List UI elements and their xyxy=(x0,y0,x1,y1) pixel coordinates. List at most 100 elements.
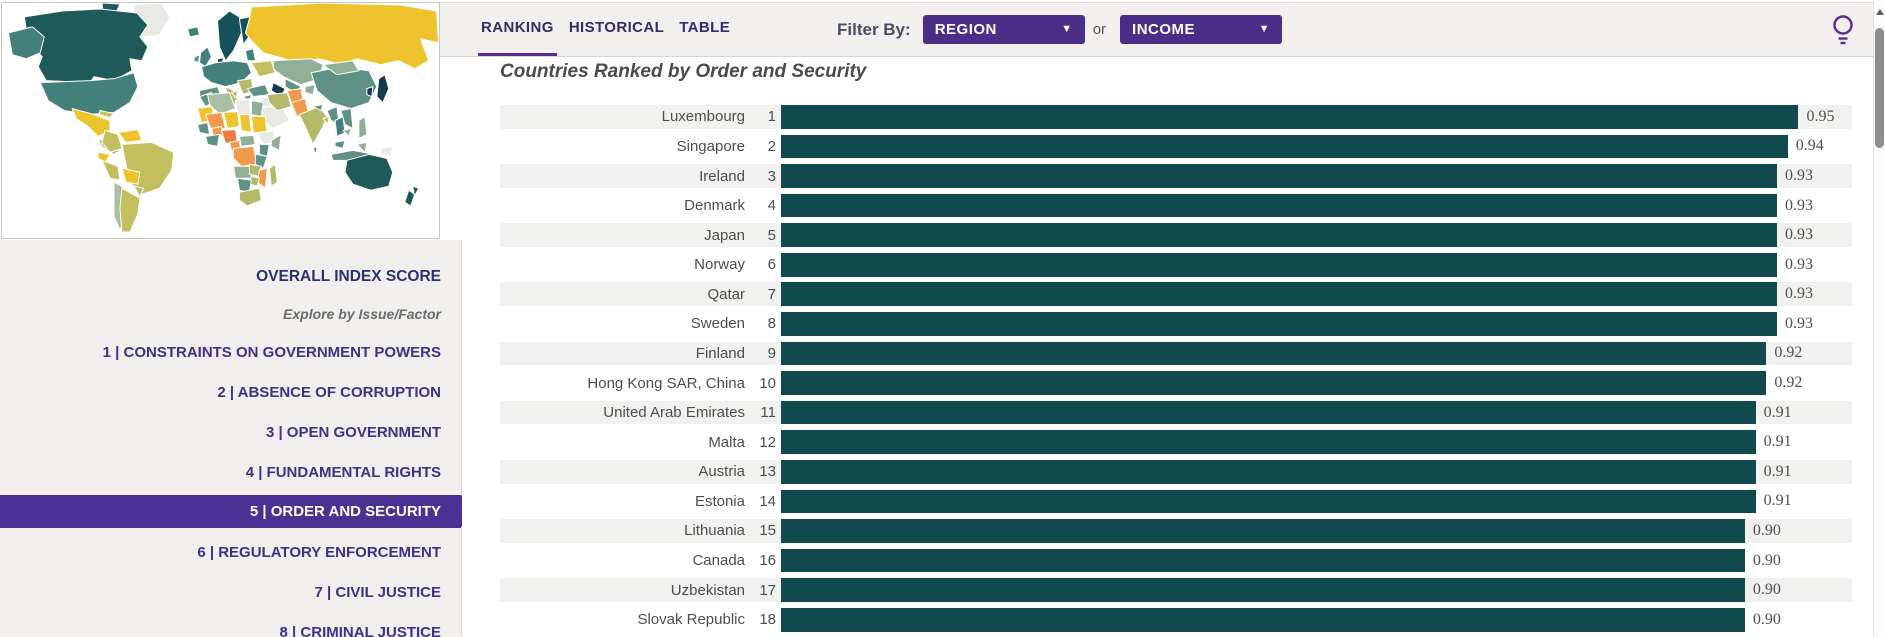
ranking-row[interactable]: Denmark 4 0.93 xyxy=(500,193,1852,218)
ranking-row[interactable]: Lithuania 15 0.90 xyxy=(500,519,1852,543)
country-label: Norway xyxy=(694,256,745,274)
region-dropdown[interactable]: REGION ▼ xyxy=(922,15,1085,44)
rank-number: 1 xyxy=(767,108,776,126)
country-label: Malta xyxy=(708,433,745,451)
rank-number: 5 xyxy=(767,226,776,244)
score-bar-track: 0.93 xyxy=(781,164,1852,188)
score-value: 0.93 xyxy=(1785,196,1814,214)
score-bar xyxy=(781,341,1767,366)
ranking-row[interactable]: United Arab Emirates 11 0.91 xyxy=(500,400,1852,425)
score-value: 0.91 xyxy=(1763,492,1792,510)
sidebar-item-factor-7[interactable]: 7 | CIVIL JUSTICE xyxy=(314,583,441,601)
score-bar xyxy=(781,371,1767,395)
country-label: Estonia xyxy=(694,492,745,510)
score-bar-track: 0.91 xyxy=(781,459,1852,484)
ranking-row[interactable]: Japan 5 0.93 xyxy=(500,223,1852,247)
view-tabs: RANKING HISTORICAL TABLE xyxy=(478,3,742,56)
country-label: Hong Kong SAR, China xyxy=(587,374,745,392)
ranking-row[interactable]: Estonia 14 0.91 xyxy=(500,489,1852,514)
score-value: 0.91 xyxy=(1763,462,1792,480)
ranking-row[interactable]: Finland 9 0.92 xyxy=(500,341,1852,366)
ranking-row[interactable]: Malta 12 0.91 xyxy=(500,430,1852,455)
sidebar-nav-list: OVERALL INDEX SCORE Explore by Issue/Fact… xyxy=(0,258,480,637)
ranking-row[interactable]: Norway 6 0.93 xyxy=(500,252,1852,277)
lightbulb-icon[interactable] xyxy=(1831,14,1855,46)
score-bar xyxy=(781,134,1788,159)
score-bar-track: 0.91 xyxy=(781,400,1852,425)
rank-number: 8 xyxy=(767,315,776,333)
score-bar xyxy=(781,430,1756,455)
world-choropleth-map[interactable] xyxy=(2,3,439,238)
rank-number: 16 xyxy=(759,552,776,570)
ranking-row[interactable]: Austria 13 0.91 xyxy=(500,459,1852,484)
score-value: 0.90 xyxy=(1752,610,1781,628)
country-label: Finland xyxy=(695,344,745,362)
income-dropdown-value: INCOME xyxy=(1132,21,1196,38)
sidebar-item-factor-8[interactable]: 8 | CRIMINAL JUSTICE xyxy=(279,623,441,637)
tab-historical[interactable]: HISTORICAL xyxy=(568,19,665,36)
sidebar-item-factor-1[interactable]: 1 | CONSTRAINTS ON GOVERNMENT POWERS xyxy=(102,343,441,361)
score-value: 0.91 xyxy=(1763,433,1792,451)
country-label: Denmark xyxy=(684,197,745,215)
score-bar xyxy=(781,282,1778,307)
income-dropdown[interactable]: INCOME ▼ xyxy=(1120,15,1283,44)
rank-number: 10 xyxy=(759,374,776,392)
score-bar-track: 0.94 xyxy=(781,134,1852,159)
score-value: 0.91 xyxy=(1763,403,1792,421)
country-label: Singapore xyxy=(676,137,745,155)
tab-ranking[interactable]: RANKING xyxy=(478,10,557,56)
rank-number: 3 xyxy=(767,167,776,185)
score-bar-track: 0.90 xyxy=(781,548,1852,573)
ranking-row[interactable]: Sweden 8 0.93 xyxy=(500,312,1852,336)
world-map-panel xyxy=(1,2,440,239)
tab-table[interactable]: TABLE xyxy=(679,19,731,36)
sidebar-item-factor-6[interactable]: 6 | REGULATORY ENFORCEMENT xyxy=(197,543,441,561)
ranking-row[interactable]: Luxembourg 1 0.95 xyxy=(500,105,1852,129)
header-bar: RANKING HISTORICAL TABLE Filter By: REGION… xyxy=(440,2,1873,57)
vertical-scrollbar[interactable] xyxy=(1873,0,1885,637)
score-bar-track: 0.93 xyxy=(781,193,1852,218)
sidebar-item-explore-by-issue-factor[interactable]: Explore by Issue/Factor xyxy=(283,306,441,322)
ranking-row[interactable]: Hong Kong SAR, China 10 0.92 xyxy=(500,371,1852,395)
rank-number: 9 xyxy=(767,344,776,362)
scroll-up-arrow-icon[interactable] xyxy=(1875,9,1884,15)
sidebar-item-factor-3[interactable]: 3 | OPEN GOVERNMENT xyxy=(265,423,441,441)
sidebar-item-factor-5[interactable]: 5 | ORDER AND SECURITY xyxy=(0,495,480,528)
country-label: Ireland xyxy=(699,167,745,185)
rank-number: 18 xyxy=(759,611,776,629)
score-value: 0.90 xyxy=(1752,581,1781,599)
rank-number: 14 xyxy=(759,492,776,510)
ranking-row[interactable]: Canada 16 0.90 xyxy=(500,548,1852,573)
score-value: 0.93 xyxy=(1785,255,1814,273)
sidebar-item-overall-index-score[interactable]: OVERALL INDEX SCORE xyxy=(256,268,441,285)
score-bar-track: 0.93 xyxy=(781,223,1852,247)
score-bar xyxy=(781,193,1778,218)
score-bar-track: 0.93 xyxy=(781,312,1852,336)
sidebar-item-factor-4[interactable]: 4 | FUNDAMENTAL RIGHTS xyxy=(245,463,441,481)
score-bar-track: 0.91 xyxy=(781,430,1852,455)
score-value: 0.92 xyxy=(1774,344,1803,362)
score-value: 0.93 xyxy=(1785,285,1814,303)
score-bar xyxy=(781,489,1756,514)
score-bar xyxy=(781,400,1756,425)
country-label: Japan xyxy=(704,226,745,244)
score-value: 0.90 xyxy=(1752,521,1781,539)
score-value: 0.94 xyxy=(1795,137,1824,155)
score-value: 0.92 xyxy=(1774,374,1803,392)
ranking-row[interactable]: Singapore 2 0.94 xyxy=(500,134,1852,159)
score-bar xyxy=(781,312,1778,336)
rank-number: 11 xyxy=(760,404,776,422)
sidebar-item-factor-2[interactable]: 2 | ABSENCE OF CORRUPTION xyxy=(217,383,441,401)
rank-number: 7 xyxy=(767,285,776,303)
score-bar xyxy=(781,459,1756,484)
ranking-row[interactable]: Ireland 3 0.93 xyxy=(500,164,1852,188)
scrollbar-thumb[interactable] xyxy=(1875,28,1884,148)
page-title: Countries Ranked by Order and Security xyxy=(500,61,867,82)
ranking-row[interactable]: Uzbekistan 17 0.90 xyxy=(500,578,1852,602)
country-label: Canada xyxy=(692,552,745,570)
score-value: 0.90 xyxy=(1752,551,1781,569)
ranking-row[interactable]: Slovak Republic 18 0.90 xyxy=(500,607,1852,632)
score-bar-track: 0.90 xyxy=(781,519,1852,543)
caret-down-icon: ▼ xyxy=(1061,23,1073,35)
ranking-row[interactable]: Qatar 7 0.93 xyxy=(500,282,1852,307)
